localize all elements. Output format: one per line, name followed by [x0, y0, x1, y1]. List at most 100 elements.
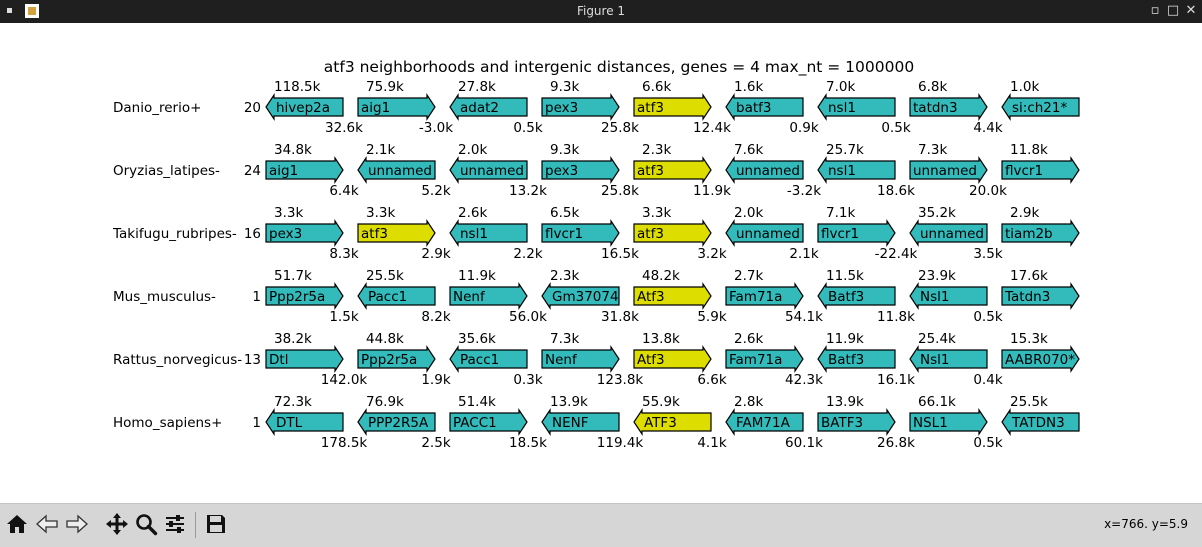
gene-size-label: 7.6k — [734, 142, 763, 158]
gene-arrow — [817, 408, 896, 436]
gene-size-label: 25.5k — [366, 268, 404, 284]
gene-arrow — [725, 282, 804, 310]
gene-name: NENF — [552, 415, 589, 431]
gene-size-label: 25.7k — [826, 142, 864, 158]
gene-size-label: 35.6k — [458, 331, 496, 347]
gene-arrow — [1001, 156, 1080, 184]
figure-canvas[interactable]: atf3 neighborhoods and intergenic distan… — [0, 23, 1202, 503]
forward-arrow-icon — [66, 514, 88, 534]
gene-name: pex3 — [545, 100, 578, 116]
intergenic-distance-label: 25.8k — [601, 183, 639, 199]
gene-arrow — [449, 93, 528, 121]
intergenic-distance-label: 31.8k — [601, 309, 639, 325]
gene-name: atf3 — [637, 226, 664, 242]
gene-size-label: 9.3k — [550, 79, 579, 95]
gene-arrow — [909, 408, 988, 436]
gene-size-label: 27.8k — [458, 79, 496, 95]
gene-size-label: 72.3k — [274, 394, 312, 410]
gene-arrow — [725, 219, 804, 247]
navigation-toolbar: x=766. y=5.9 — [0, 503, 1202, 547]
gene-arrow — [357, 345, 436, 373]
gene-name: BATF3 — [821, 415, 863, 431]
intergenic-distance-label: 123.8k — [597, 372, 644, 388]
gene-size-label: 51.7k — [274, 268, 312, 284]
gene-size-label: 76.9k — [366, 394, 404, 410]
intergenic-distance-label: 2.2k — [513, 246, 542, 262]
intergenic-distance-label: 60.1k — [785, 435, 823, 451]
gene-arrow — [1001, 282, 1080, 310]
intergenic-distance-label: 16.1k — [877, 372, 915, 388]
pan-button[interactable] — [103, 509, 131, 539]
configure-button[interactable] — [161, 509, 189, 539]
gene-name: Ppp2r5a — [361, 352, 417, 368]
gene-size-label: 7.3k — [918, 142, 947, 158]
gene-name: batf3 — [736, 100, 771, 116]
gene-name: unnamed — [736, 163, 800, 179]
gene-name: unnamed — [920, 226, 984, 242]
gene-count: 1 — [252, 289, 261, 305]
gene-name: hivep2a — [276, 100, 330, 116]
gene-name: PACC1 — [453, 415, 497, 431]
gene-name: unnamed — [913, 163, 977, 179]
gene-size-label: 3.3k — [642, 205, 671, 221]
intergenic-distance-label: 0.4k — [973, 372, 1002, 388]
gene-size-label: 48.2k — [642, 268, 680, 284]
zoom-button[interactable] — [132, 509, 160, 539]
species-row: Takifugu_rubripes- 16 pex3 3.3k atf3 3.3k nsl1… — [112, 205, 1080, 262]
gene-count: 20 — [244, 100, 261, 116]
gene-name: Fam71a — [729, 289, 782, 305]
gene-size-label: 2.7k — [734, 268, 763, 284]
intergenic-distance-label: 119.4k — [597, 435, 644, 451]
gene-size-label: 118.5k — [274, 79, 321, 95]
intergenic-distance-label: 18.5k — [509, 435, 547, 451]
focal-gene-arrow — [633, 345, 712, 373]
intergenic-distance-label: 3.2k — [697, 246, 726, 262]
gene-arrow — [1001, 345, 1080, 373]
gene-name: DTL — [276, 415, 303, 431]
forward-button[interactable] — [63, 509, 91, 539]
species-label: Takifugu_rubripes- — [112, 226, 237, 242]
intergenic-distance-label: 142.0k — [321, 372, 368, 388]
gene-arrow — [265, 219, 344, 247]
minimize-icon[interactable]: ▫ — [1150, 3, 1160, 18]
gene-arrow — [909, 93, 988, 121]
gene-size-label: 6.8k — [918, 79, 947, 95]
gene-arrow — [909, 345, 988, 373]
intergenic-distance-label: 0.3k — [513, 372, 542, 388]
gene-name: flvcr1 — [1005, 163, 1043, 179]
gene-name: Nsl1 — [920, 352, 949, 368]
gene-size-label: 11.9k — [458, 268, 496, 284]
intergenic-distance-label: 0.5k — [513, 120, 542, 136]
intergenic-distance-label: 0.5k — [881, 120, 910, 136]
gene-arrow — [817, 219, 896, 247]
intergenic-distance-label: 1.9k — [421, 372, 450, 388]
gene-arrow — [357, 93, 436, 121]
intergenic-distance-label: 2.1k — [789, 246, 818, 262]
close-icon[interactable]: ✕ — [1185, 3, 1197, 18]
gene-count: 16 — [244, 226, 261, 242]
gene-arrow — [817, 345, 896, 373]
maximize-icon[interactable]: □ — [1166, 3, 1180, 18]
gene-name: Atf3 — [637, 352, 665, 368]
intergenic-distance-label: 11.9k — [693, 183, 731, 199]
gene-size-label: 25.5k — [1010, 394, 1048, 410]
gene-size-label: 6.6k — [642, 79, 671, 95]
species-row: Oryzias_latipes- 24 aig1 34.8k unnamed 2.1k un… — [113, 142, 1080, 199]
save-button[interactable] — [202, 509, 230, 539]
toolbar-separator — [195, 512, 196, 538]
intergenic-distance-label: 2.5k — [421, 435, 450, 451]
gene-size-label: 25.4k — [918, 331, 956, 347]
home-button[interactable] — [3, 509, 31, 539]
gene-size-label: 3.3k — [366, 205, 395, 221]
back-button[interactable] — [33, 509, 61, 539]
gene-name: aig1 — [361, 100, 390, 116]
intergenic-distance-label: 8.3k — [329, 246, 358, 262]
gene-size-label: 2.3k — [550, 268, 579, 284]
gene-arrow — [541, 219, 620, 247]
window-menu-icon[interactable] — [7, 8, 12, 13]
gene-name: atf3 — [637, 163, 664, 179]
gene-arrow — [265, 156, 344, 184]
gene-size-label: 2.0k — [458, 142, 487, 158]
gene-arrow — [541, 93, 620, 121]
species-label: Mus_musculus- — [113, 289, 216, 305]
